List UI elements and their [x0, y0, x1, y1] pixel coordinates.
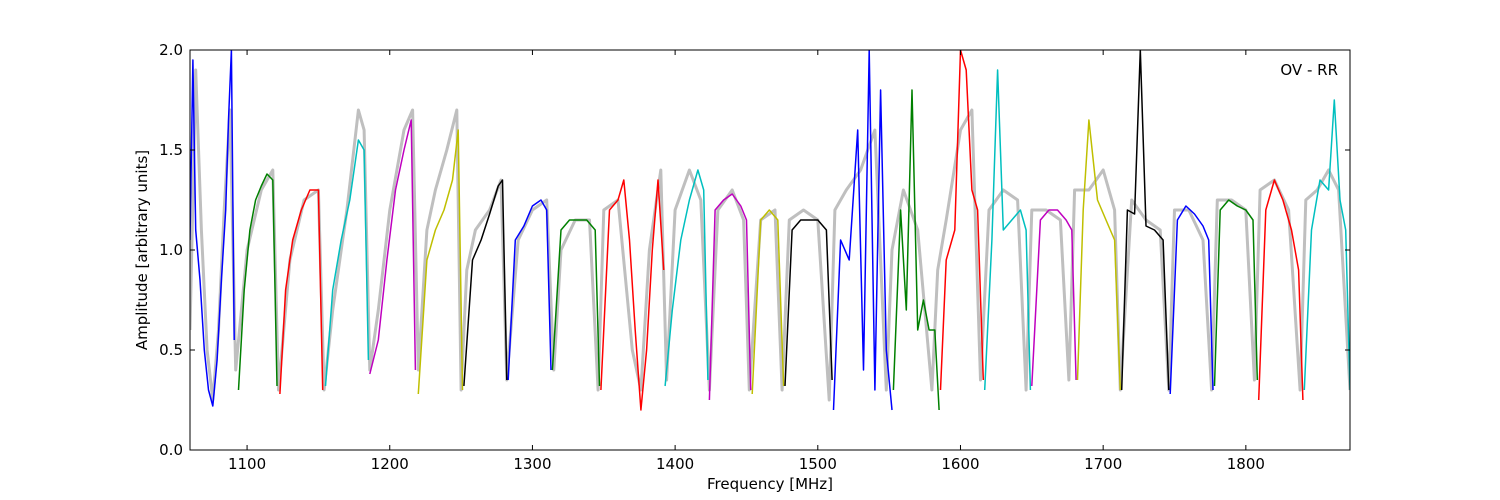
- x-tick-label: 1700: [1084, 455, 1122, 473]
- series-line-14: [784, 219, 833, 387]
- series-line-20: [1076, 119, 1122, 391]
- series-line-25: [1303, 99, 1350, 391]
- x-axis-label: Frequency [MHz]: [707, 475, 833, 493]
- series-line-22: [1169, 205, 1214, 395]
- series-line-7: [463, 179, 508, 387]
- series-line-17: [939, 50, 985, 391]
- series-layer: [190, 50, 1350, 411]
- y-tick-label: 0.0: [159, 441, 183, 459]
- series-line-1: [190, 50, 235, 407]
- series-line-10: [600, 179, 665, 411]
- series-line-15: [832, 50, 893, 411]
- y-tick-label: 2.0: [159, 41, 183, 59]
- x-tick-label: 1300: [513, 455, 551, 473]
- x-tick-label: 1400: [656, 455, 694, 473]
- plot-area: [190, 50, 1350, 450]
- series-line-16: [892, 89, 940, 411]
- series-line-12: [708, 193, 752, 401]
- axes-layer: 1100 1200 1300 1400 1500 1600 1700 1800 0.0 0.5 1.…: [159, 41, 1351, 473]
- chart-annotation: OV - RR: [1280, 61, 1338, 79]
- series-line-13: [751, 209, 785, 395]
- x-tick-label: 1500: [799, 455, 837, 473]
- series-line-5: [369, 119, 417, 375]
- series-line-9: [551, 219, 601, 387]
- plot-background: [190, 50, 1350, 450]
- x-tick-label: 1600: [941, 455, 979, 473]
- series-line-3: [279, 189, 324, 395]
- series-line-24: [1257, 179, 1304, 401]
- x-tick-label: 1800: [1227, 455, 1265, 473]
- series-line-18: [983, 69, 1032, 391]
- y-tick-label: 1.5: [159, 141, 183, 159]
- y-tick-label: 0.5: [159, 341, 183, 359]
- series-line-8: [507, 199, 552, 381]
- series-line-19: [1031, 209, 1077, 387]
- series-line-23: [1213, 199, 1259, 387]
- series-line-4: [324, 139, 370, 387]
- series-line-2: [237, 173, 278, 391]
- series-line-11: [664, 169, 709, 387]
- series-line-6: [417, 129, 464, 395]
- series-line-21: [1120, 50, 1170, 391]
- y-axis-label: Amplitude [arbitrary units]: [133, 150, 151, 350]
- x-tick-label: 1200: [371, 455, 409, 473]
- x-tick-label: 1100: [228, 455, 266, 473]
- y-tick-label: 1.0: [159, 241, 183, 259]
